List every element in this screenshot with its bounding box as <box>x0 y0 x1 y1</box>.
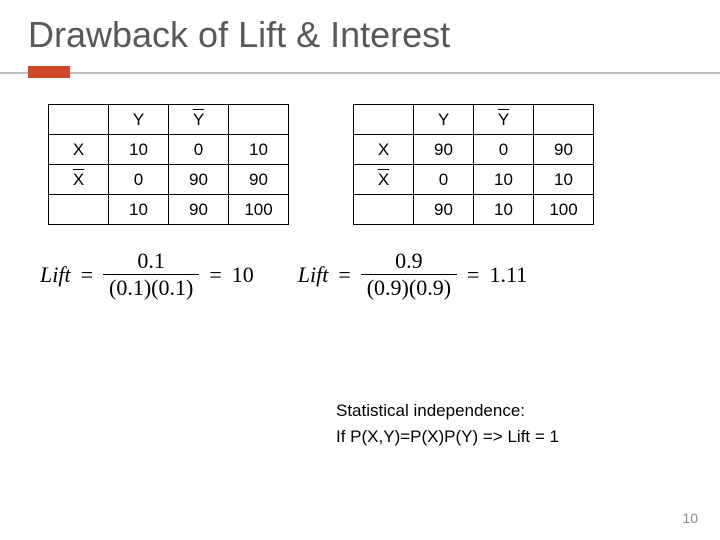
result: 1.11 <box>489 262 527 288</box>
header-blank <box>354 105 414 135</box>
table-row: X 0 90 90 <box>49 165 289 195</box>
cell: 90 <box>414 135 474 165</box>
cell: 90 <box>414 195 474 225</box>
table-row: Y Y <box>49 105 289 135</box>
cell: 90 <box>229 165 289 195</box>
equals-sign: = <box>334 262 354 288</box>
fraction: 0.1 (0.1)(0.1) <box>103 249 199 300</box>
cell: 90 <box>169 165 229 195</box>
formula-label: Lift <box>298 262 329 288</box>
rule-line <box>0 72 720 74</box>
cell: 10 <box>474 165 534 195</box>
cell: 10 <box>109 135 169 165</box>
slide-title: Drawback of Lift & Interest <box>0 0 720 66</box>
table-row: 90 10 100 <box>354 195 594 225</box>
formulas-row: Lift = 0.1 (0.1)(0.1) = 10 Lift = 0.9 (0… <box>0 249 720 300</box>
fraction: 0.9 (0.9)(0.9) <box>361 249 457 300</box>
footer-text: Statistical independence: If P(X,Y)=P(X)… <box>336 398 559 449</box>
cell: 100 <box>229 195 289 225</box>
row-x: X <box>354 135 414 165</box>
header-blank <box>229 105 289 135</box>
header-y: Y <box>109 105 169 135</box>
cell: 10 <box>229 135 289 165</box>
header-blank <box>534 105 594 135</box>
cell: 0 <box>169 135 229 165</box>
cell: 0 <box>474 135 534 165</box>
header-blank <box>49 105 109 135</box>
header-ybar: Y <box>474 105 534 135</box>
lift-formula-right: Lift = 0.9 (0.9)(0.9) = 1.11 <box>298 249 527 300</box>
row-xbar: X <box>354 165 414 195</box>
cell: 90 <box>534 135 594 165</box>
contingency-table-right: Y Y X 90 0 90 X 0 10 10 90 10 100 <box>353 104 594 225</box>
cell <box>49 195 109 225</box>
row-xbar: X <box>49 165 109 195</box>
numerator: 0.9 <box>389 249 429 274</box>
equals-sign: = <box>205 262 225 288</box>
footer-line1: Statistical independence: <box>336 398 559 424</box>
title-rule <box>0 66 720 80</box>
cell <box>354 195 414 225</box>
table-row: X 90 0 90 <box>354 135 594 165</box>
footer-line2: If P(X,Y)=P(X)P(Y) => Lift = 1 <box>336 424 559 450</box>
header-ybar: Y <box>169 105 229 135</box>
lift-formula-left: Lift = 0.1 (0.1)(0.1) = 10 <box>40 249 254 300</box>
denominator: (0.1)(0.1) <box>103 274 199 300</box>
cell: 0 <box>109 165 169 195</box>
result: 10 <box>232 262 254 288</box>
cell: 100 <box>534 195 594 225</box>
denominator: (0.9)(0.9) <box>361 274 457 300</box>
cell: 10 <box>109 195 169 225</box>
table-row: Y Y <box>354 105 594 135</box>
page-number: 10 <box>682 510 698 526</box>
equals-sign: = <box>77 262 97 288</box>
table-row: 10 90 100 <box>49 195 289 225</box>
numerator: 0.1 <box>131 249 171 274</box>
table-row: X 10 0 10 <box>49 135 289 165</box>
header-y: Y <box>414 105 474 135</box>
equals-sign: = <box>463 262 483 288</box>
cell: 10 <box>474 195 534 225</box>
cell: 10 <box>534 165 594 195</box>
cell: 90 <box>169 195 229 225</box>
tables-row: Y Y X 10 0 10 X 0 90 90 10 90 100 Y Y <box>0 104 720 225</box>
table-row: X 0 10 10 <box>354 165 594 195</box>
formula-label: Lift <box>40 262 71 288</box>
rule-accent <box>28 66 70 78</box>
contingency-table-left: Y Y X 10 0 10 X 0 90 90 10 90 100 <box>48 104 289 225</box>
row-x: X <box>49 135 109 165</box>
cell: 0 <box>414 165 474 195</box>
